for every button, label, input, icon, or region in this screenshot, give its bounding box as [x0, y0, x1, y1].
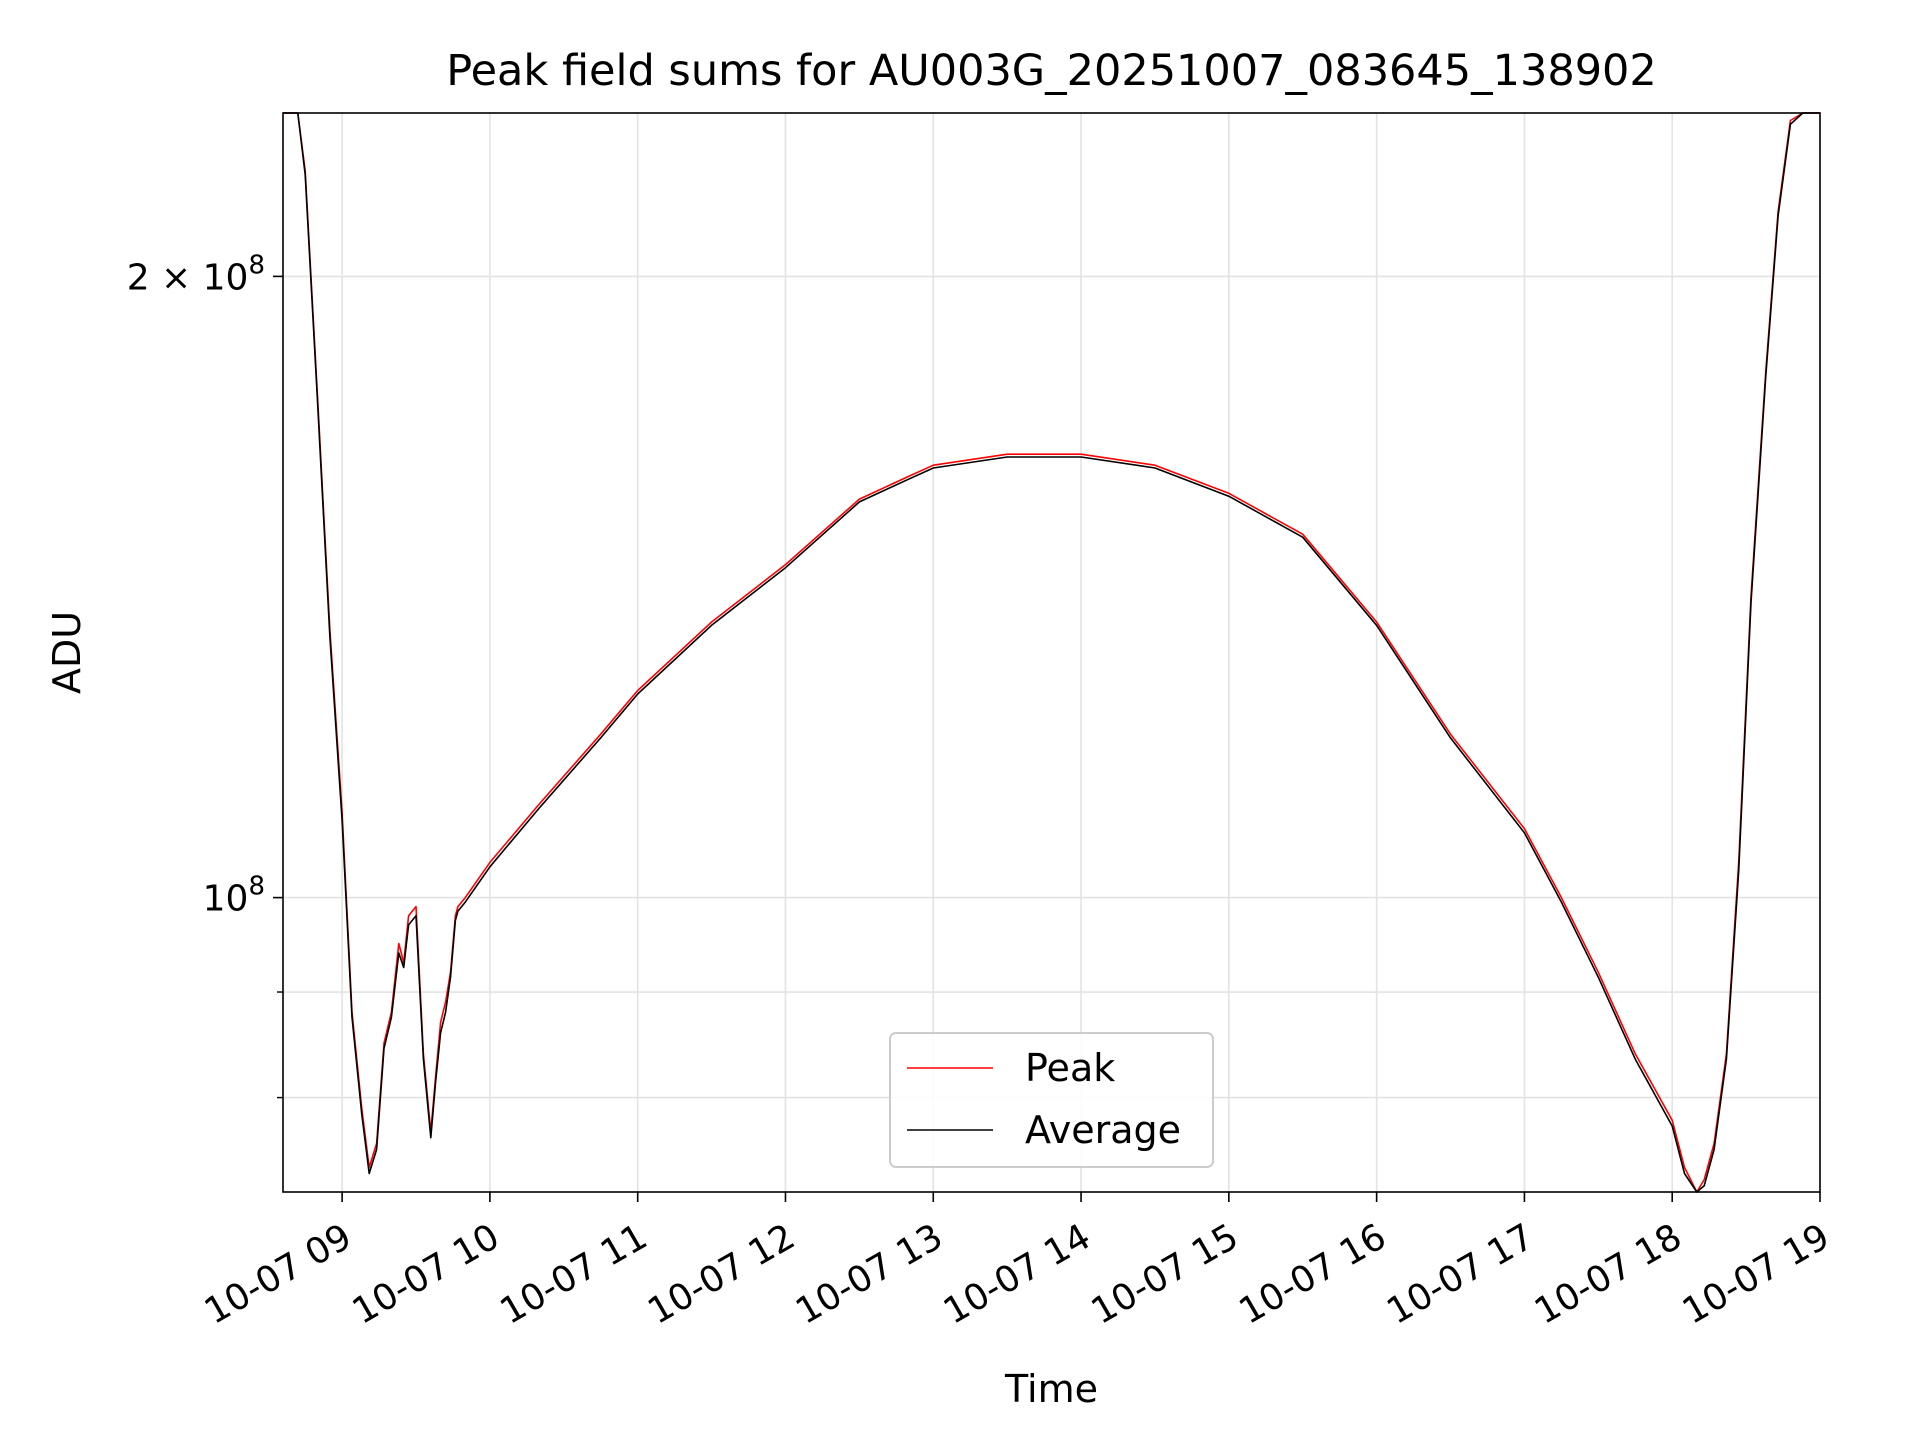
y-tick-label: 2 × 108 — [127, 250, 265, 298]
legend: Peak Average — [889, 1032, 1214, 1168]
plot-frame — [282, 112, 1821, 1193]
series-line-average — [283, 112, 1820, 1193]
series-layer — [283, 112, 1820, 1193]
y-axis-label: ADU — [45, 611, 89, 694]
x-axis-label: Time — [1004, 1367, 1098, 1411]
legend-label-peak: Peak — [1025, 1046, 1115, 1090]
chart-title: Peak field sums for AU003G_20251007_0836… — [446, 46, 1657, 96]
legend-label-average: Average — [1025, 1108, 1181, 1152]
y-tick-label: 108 — [203, 872, 265, 920]
legend-box — [889, 1032, 1214, 1168]
